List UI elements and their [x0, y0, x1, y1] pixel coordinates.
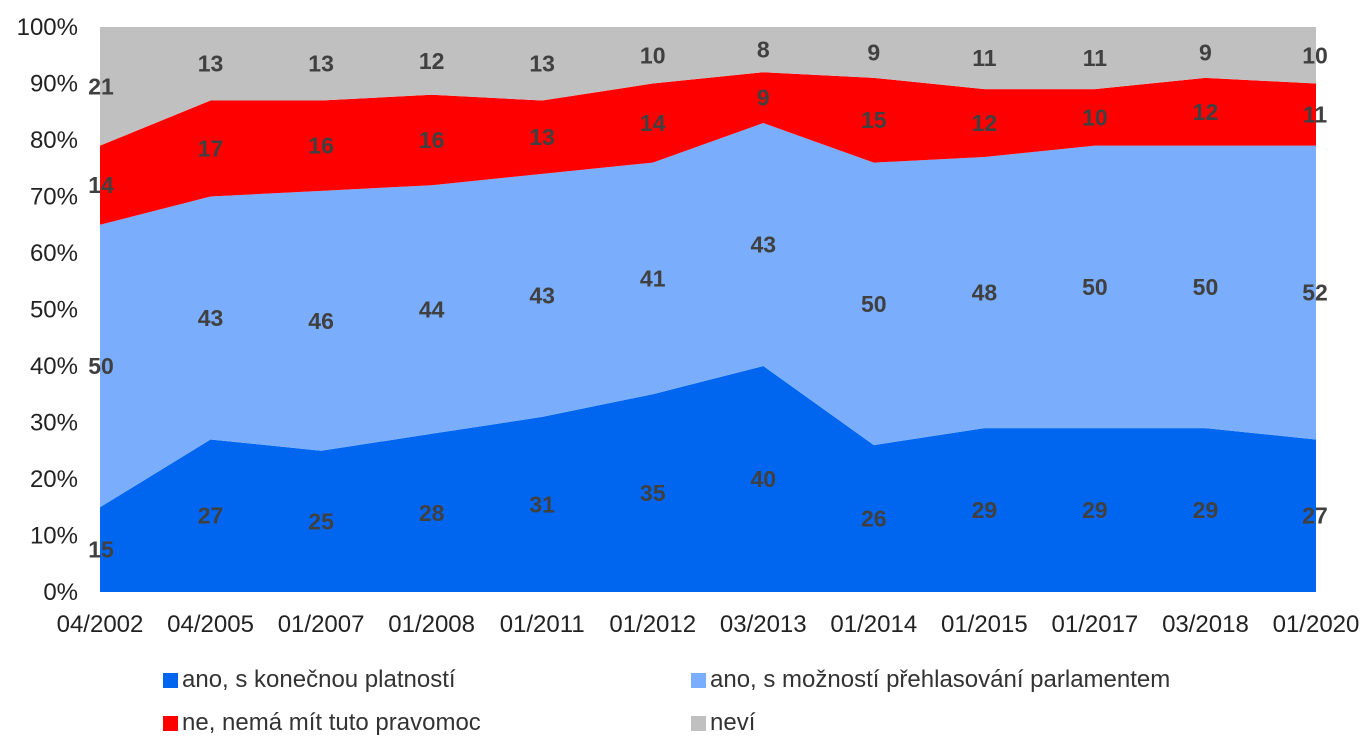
data-label: 13: [529, 51, 555, 77]
x-tick-label: 01/2015: [941, 611, 1028, 638]
data-label: 48: [972, 280, 998, 306]
data-label: 9: [757, 85, 770, 111]
data-label: 13: [198, 51, 224, 77]
data-label: 14: [640, 110, 666, 136]
data-label: 29: [1082, 497, 1108, 523]
data-label: 21: [88, 73, 114, 99]
data-label: 29: [1193, 497, 1219, 523]
data-label: 14: [88, 172, 114, 198]
data-label: 31: [529, 491, 555, 517]
y-tick-label: 60%: [30, 240, 78, 267]
x-tick-label: 01/2007: [278, 611, 365, 638]
x-axis-ticks: 04/2002 04/2005 01/2007 01/2008 01/2011 01/20…: [57, 611, 1360, 638]
data-label: 16: [419, 127, 445, 153]
y-tick-label: 20%: [30, 466, 78, 493]
data-label: 12: [972, 110, 998, 136]
data-label: 15: [88, 537, 114, 563]
data-label: 35: [640, 480, 666, 506]
x-tick-label: 01/2012: [609, 611, 696, 638]
data-label: 26: [861, 506, 887, 532]
x-tick-label: 01/2020: [1273, 611, 1360, 638]
data-label: 29: [972, 497, 998, 523]
x-tick-label: 03/2013: [720, 611, 807, 638]
y-tick-label: 70%: [30, 184, 78, 211]
data-label: 27: [198, 503, 224, 529]
data-label: 40: [750, 466, 776, 492]
y-tick-label: 80%: [30, 127, 78, 154]
data-label: 52: [1302, 280, 1328, 306]
y-tick-label: 0%: [43, 579, 78, 606]
data-label: 43: [198, 305, 224, 331]
y-tick-label: 10%: [30, 523, 78, 550]
data-label: 50: [861, 291, 887, 317]
data-label: 15: [861, 107, 887, 133]
y-tick-label: 90%: [30, 71, 78, 98]
data-label: 12: [1193, 99, 1219, 125]
x-tick-label: 01/2014: [830, 611, 917, 638]
data-label: 10: [640, 42, 666, 68]
y-tick-label: 100%: [17, 14, 78, 41]
data-label: 50: [1193, 274, 1219, 300]
data-label: 50: [88, 353, 114, 379]
area-series-2: [100, 123, 1316, 508]
area-series-1: [100, 366, 1316, 592]
area-series-3: [100, 72, 1316, 225]
data-label: 44: [419, 297, 445, 323]
x-tick-label: 01/2008: [388, 611, 475, 638]
x-tick-label: 03/2018: [1162, 611, 1249, 638]
data-label: 46: [308, 308, 334, 334]
data-label: 13: [308, 51, 334, 77]
data-label: 9: [867, 39, 880, 65]
data-label: 50: [1082, 274, 1108, 300]
data-label: 17: [198, 135, 224, 161]
data-label: 12: [419, 48, 445, 74]
y-tick-label: 40%: [30, 353, 78, 380]
data-label: 10: [1302, 42, 1328, 68]
x-tick-label: 01/2017: [1052, 611, 1139, 638]
x-tick-label: 01/2011: [500, 611, 585, 638]
data-label: 28: [419, 500, 445, 526]
y-axis-ticks: 0% 10% 20% 30% 40% 50% 60% 70% 80% 90% 100%: [17, 14, 78, 606]
y-tick-label: 50%: [30, 297, 78, 324]
x-tick-label: 04/2002: [57, 611, 144, 638]
data-labels: 15 27 25 28 31 35 40 26 29 29 29 27 50 43 46 44 43 41 43 50…: [88, 37, 1328, 563]
y-tick-label: 30%: [30, 410, 78, 437]
series-areas: [100, 27, 1316, 592]
data-label: 27: [1302, 503, 1328, 529]
data-label: 8: [757, 37, 770, 63]
data-label: 11: [972, 45, 997, 71]
data-label: 41: [640, 265, 666, 291]
x-tick-label: 04/2005: [167, 611, 254, 638]
data-label: 9: [1199, 39, 1212, 65]
data-label: 11: [1303, 102, 1328, 128]
area-series-4: [100, 27, 1316, 146]
data-label: 25: [308, 508, 334, 534]
data-label: 13: [529, 124, 555, 150]
data-label: 43: [529, 282, 555, 308]
data-label: 11: [1083, 45, 1108, 71]
data-label: 16: [308, 133, 334, 159]
data-label: 43: [750, 232, 776, 258]
data-label: 10: [1082, 104, 1108, 130]
